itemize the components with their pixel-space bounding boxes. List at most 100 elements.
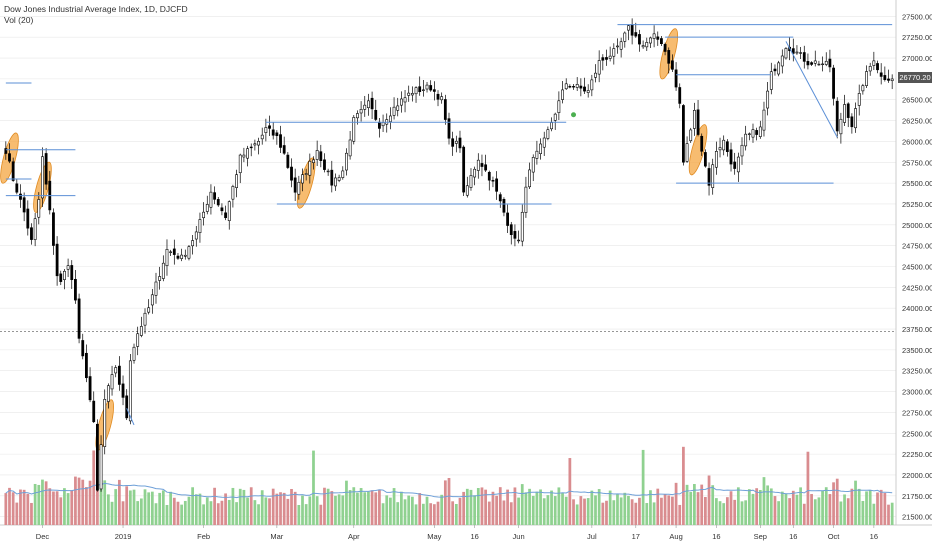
volume-bar: [92, 450, 96, 525]
volume-bar: [96, 483, 99, 525]
candle-body: [183, 254, 187, 257]
volume-bar: [198, 493, 202, 525]
candle-body: [495, 178, 499, 192]
candle-body: [645, 42, 649, 48]
candle-body: [19, 193, 22, 200]
volume-bar: [352, 487, 356, 525]
volume-bar: [319, 504, 323, 525]
candle-body: [601, 57, 605, 61]
volume-bar: [751, 493, 755, 525]
candle-body: [114, 367, 118, 374]
volume-bar: [297, 504, 301, 525]
volume-bar: [509, 502, 513, 525]
candle-body: [410, 93, 414, 96]
volume-bar: [341, 495, 345, 525]
volume-bar: [323, 487, 326, 525]
volume-bar: [77, 477, 81, 525]
candle-body: [227, 201, 231, 222]
volume-bar: [799, 487, 802, 525]
candle-body: [396, 105, 400, 111]
time-axis[interactable]: Dec 2019 Feb Mar Apr May 16 Jun Jul 17 Aug 16 Sep 16 O…: [36, 525, 878, 541]
candle-body: [751, 129, 755, 138]
candle-body: [106, 385, 110, 402]
volume-bar: [689, 492, 693, 525]
volume-bar: [524, 492, 528, 525]
volume-bar: [15, 502, 19, 525]
price-tick-label: 23250.00: [902, 367, 932, 376]
price-tick-label: 23500.00: [902, 346, 932, 355]
volume-bar: [165, 504, 169, 525]
candle-body: [139, 326, 143, 336]
volume-bar: [641, 449, 645, 525]
candle-body: [345, 152, 348, 171]
volume-bar: [887, 504, 890, 525]
candle-body: [817, 63, 821, 66]
candle-body: [572, 86, 575, 88]
time-tick-label: 17: [632, 532, 640, 541]
candle-body: [634, 32, 638, 37]
candle-body: [678, 87, 682, 104]
candle-body: [740, 144, 744, 157]
volume-bar: [663, 494, 667, 525]
volume-bar: [623, 492, 627, 525]
candle-body: [374, 109, 378, 120]
volume-bar: [638, 497, 641, 525]
price-tick-label: 23000.00: [902, 388, 932, 397]
volume-bar: [356, 492, 359, 525]
candle-body: [857, 93, 861, 106]
candle-body: [378, 121, 381, 129]
volume-bar: [396, 502, 400, 525]
candle-body: [476, 159, 480, 171]
volume-bar: [52, 491, 55, 525]
volume-bar: [264, 497, 268, 525]
volume-bar: [81, 479, 85, 525]
volume-bar: [546, 495, 550, 525]
volume-bar: [528, 488, 531, 525]
candle-body: [257, 140, 260, 146]
legend-volume: Vol (20): [4, 15, 34, 25]
volume-bar: [839, 501, 843, 525]
volume-bar: [480, 487, 484, 525]
volume-bar: [755, 488, 759, 525]
volume-bar: [345, 480, 348, 525]
candle-body: [44, 153, 48, 185]
volume-bar: [117, 479, 121, 525]
candle-body: [883, 75, 887, 80]
candle-body: [868, 66, 872, 72]
candle-body: [465, 185, 469, 196]
candle-body: [469, 175, 473, 188]
candle-body: [568, 86, 572, 88]
candle-body: [231, 186, 235, 200]
candle-body: [275, 132, 279, 136]
candle-body: [242, 154, 246, 158]
candle-body: [319, 151, 323, 161]
candle-body: [414, 87, 418, 95]
price-axis[interactable]: 21500.00 21750.00 22000.00 22250.00 22500.00…: [902, 12, 932, 521]
candle-body: [630, 24, 634, 36]
candle-body: [169, 251, 173, 253]
volume-bar: [128, 490, 132, 525]
time-tick-label: 16: [870, 532, 878, 541]
candle-body: [542, 137, 546, 148]
volume-bar: [11, 492, 15, 525]
candle-body: [806, 61, 810, 66]
candle-body: [403, 97, 407, 103]
candle-body: [890, 78, 894, 82]
volume-bar: [777, 501, 781, 525]
volume-bar: [139, 498, 143, 525]
volume-bar: [125, 486, 129, 525]
candle-body: [652, 33, 656, 39]
volume-bar: [590, 490, 594, 525]
volume-bar: [531, 495, 535, 525]
candle-body: [887, 78, 890, 81]
volume-bar: [30, 502, 33, 525]
candle-body: [597, 60, 601, 75]
volume-bar: [469, 489, 473, 525]
candle-body: [447, 118, 451, 139]
volume-bar: [161, 490, 165, 525]
trend-lines: [126, 41, 838, 426]
candle-body: [612, 48, 616, 57]
volume-bar: [150, 491, 154, 525]
volume-bar: [773, 496, 777, 525]
